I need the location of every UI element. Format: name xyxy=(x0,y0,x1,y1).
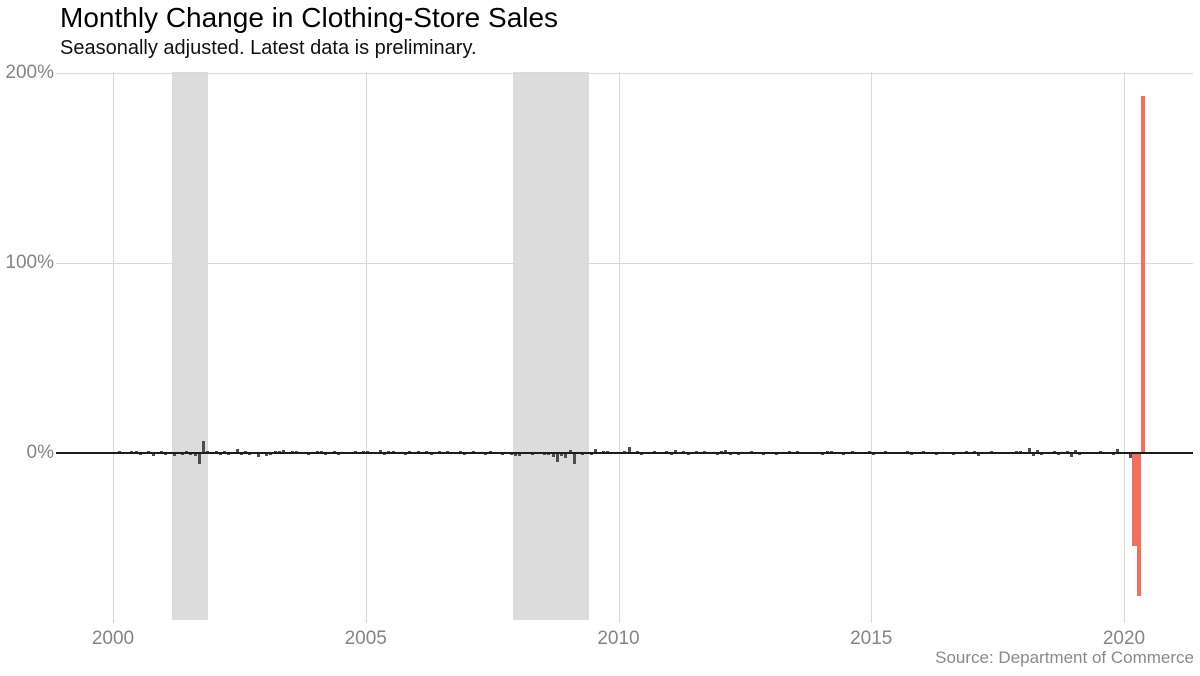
y-tick-label: 200% xyxy=(5,62,54,83)
x-tick-label: 2015 xyxy=(850,628,893,649)
bar xyxy=(593,449,597,453)
bar xyxy=(623,450,627,453)
bar xyxy=(560,453,564,457)
bar xyxy=(214,450,218,453)
bar xyxy=(673,450,677,453)
bar xyxy=(572,453,576,465)
bar xyxy=(829,450,833,453)
bar xyxy=(282,450,286,453)
bar xyxy=(1031,453,1035,457)
gridline-vertical xyxy=(618,72,620,623)
bar xyxy=(1069,453,1073,457)
bar xyxy=(1036,450,1040,453)
x-tick-label: 2020 xyxy=(1102,628,1146,649)
source-note: Source: Department of Commerce xyxy=(935,648,1194,667)
bar xyxy=(728,453,732,456)
bar xyxy=(509,453,513,456)
bar xyxy=(1136,453,1141,596)
bar xyxy=(239,453,243,456)
bar xyxy=(686,453,690,456)
gridline-horizontal xyxy=(56,263,1193,264)
bar xyxy=(273,450,277,453)
bar xyxy=(547,453,551,456)
bar xyxy=(202,441,206,453)
plot-area: 200% 100% 0% 2000 2005 2010 2015 2020 xyxy=(5,62,1193,649)
x-tick-label: 2005 xyxy=(344,628,387,649)
recession-band xyxy=(172,72,208,620)
bar xyxy=(513,453,517,457)
bar xyxy=(391,450,395,453)
bar xyxy=(151,453,155,456)
bar xyxy=(416,450,420,453)
bar xyxy=(265,453,269,456)
bar xyxy=(1057,453,1061,456)
bar xyxy=(821,453,825,456)
bar xyxy=(568,450,572,453)
bar xyxy=(227,453,231,456)
bar xyxy=(627,447,631,453)
bar xyxy=(1128,453,1132,458)
y-tick-label: 0% xyxy=(26,442,54,463)
bar xyxy=(172,453,176,457)
bar xyxy=(1132,453,1137,547)
x-tick-label: 2000 xyxy=(91,628,135,649)
gridline-vertical xyxy=(1124,72,1125,623)
y-tick-label: 100% xyxy=(5,252,54,273)
bar xyxy=(181,453,184,456)
bar xyxy=(555,453,559,463)
zero-line xyxy=(56,452,1193,454)
bar xyxy=(1027,448,1031,453)
gridline-vertical xyxy=(871,72,873,623)
bar xyxy=(724,449,728,453)
bar xyxy=(130,450,134,453)
bar xyxy=(471,450,475,453)
gridline-horizontal xyxy=(56,73,1193,74)
gridline-vertical xyxy=(113,72,114,623)
bar xyxy=(256,453,260,457)
bar xyxy=(324,453,328,456)
bar xyxy=(518,453,521,456)
bar xyxy=(197,453,201,465)
bar xyxy=(1019,450,1023,453)
bar xyxy=(193,453,197,456)
recession-band xyxy=(513,72,590,620)
chart-subtitle: Seasonally adjusted. Latest data is prel… xyxy=(60,37,477,59)
bar xyxy=(551,453,555,457)
bar xyxy=(1074,450,1078,453)
bar xyxy=(606,450,610,453)
bar xyxy=(294,450,298,453)
bar xyxy=(564,453,568,458)
bar xyxy=(235,449,239,453)
bar xyxy=(581,453,585,456)
bar xyxy=(1116,448,1120,453)
bar xyxy=(332,450,336,453)
chart-title: Monthly Change in Clothing-Store Sales xyxy=(60,2,559,33)
gridline-vertical xyxy=(365,72,367,623)
bar xyxy=(378,450,382,453)
bar xyxy=(1140,95,1146,453)
bar xyxy=(977,453,981,456)
x-tick-label: 2010 xyxy=(597,628,640,649)
bar xyxy=(703,450,707,453)
